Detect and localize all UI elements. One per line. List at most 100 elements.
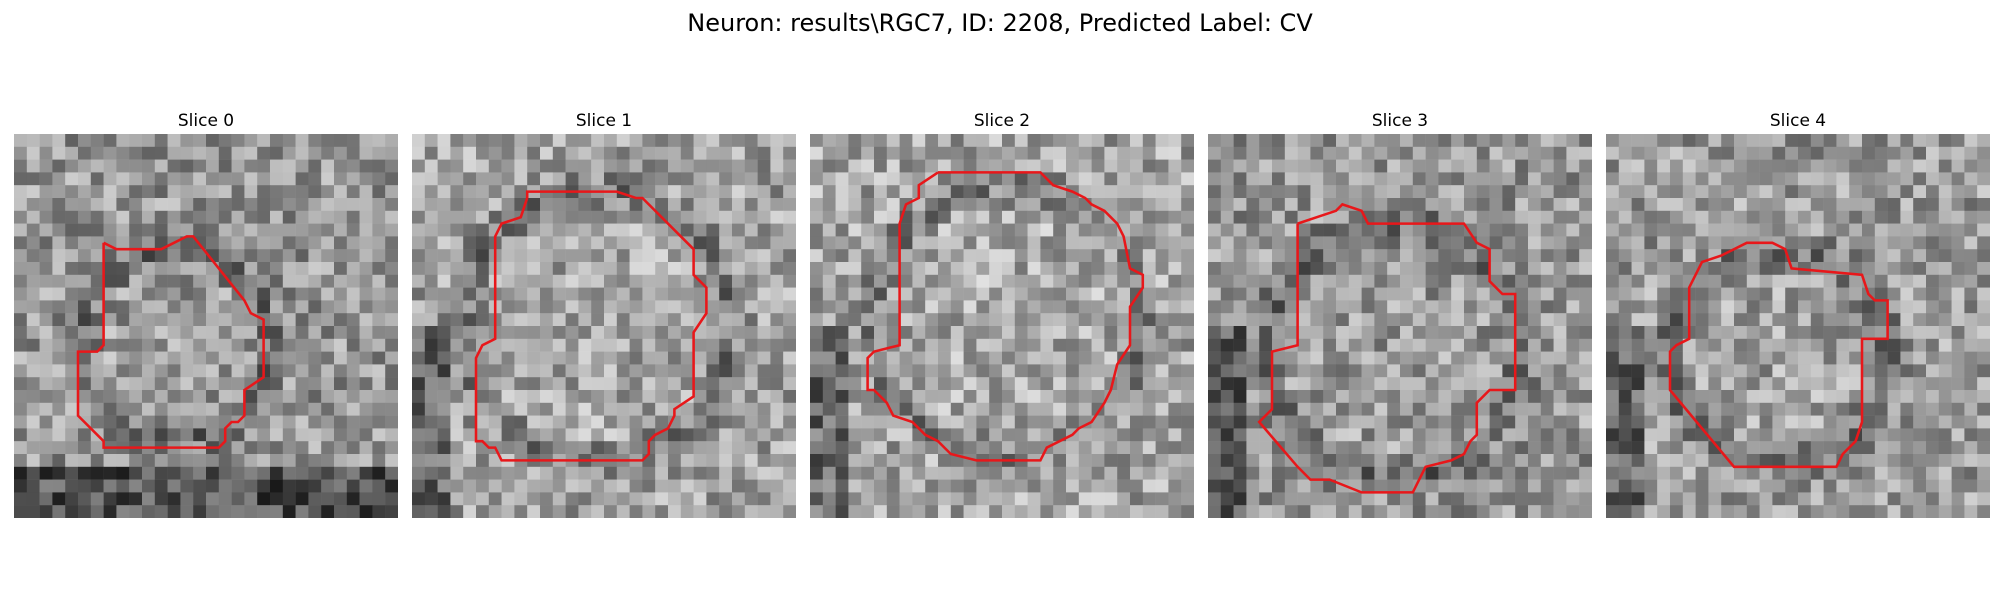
image-pixel bbox=[1220, 313, 1234, 327]
image-pixel bbox=[1785, 492, 1799, 506]
image-pixel bbox=[1374, 479, 1388, 493]
image-pixel bbox=[1066, 466, 1080, 480]
image-pixel bbox=[52, 287, 66, 301]
image-pixel bbox=[1259, 198, 1273, 212]
image-pixel bbox=[1078, 287, 1092, 301]
image-pixel bbox=[103, 210, 117, 224]
image-pixel bbox=[1708, 198, 1722, 212]
image-pixel bbox=[1078, 223, 1092, 237]
image-pixel bbox=[359, 377, 373, 391]
image-pixel bbox=[1631, 428, 1645, 442]
image-pixel bbox=[925, 441, 939, 455]
image-pixel bbox=[385, 492, 398, 506]
image-pixel bbox=[1104, 390, 1118, 404]
image-pixel bbox=[1476, 236, 1490, 250]
image-pixel bbox=[668, 134, 682, 148]
image-pixel bbox=[1618, 159, 1632, 173]
image-pixel bbox=[1657, 313, 1671, 327]
image-pixel bbox=[180, 326, 194, 340]
image-pixel bbox=[129, 454, 143, 468]
image-pixel bbox=[925, 466, 939, 480]
image-pixel bbox=[1027, 479, 1041, 493]
image-pixel bbox=[78, 479, 92, 493]
image-pixel bbox=[1798, 441, 1812, 455]
image-pixel bbox=[578, 249, 592, 263]
image-pixel bbox=[257, 223, 271, 237]
image-pixel bbox=[1772, 402, 1786, 416]
image-pixel bbox=[1220, 441, 1234, 455]
image-pixel bbox=[488, 198, 502, 212]
image-pixel bbox=[810, 454, 824, 468]
image-pixel bbox=[874, 326, 888, 340]
image-pixel bbox=[14, 198, 28, 212]
image-pixel bbox=[1233, 185, 1247, 199]
image-pixel bbox=[1078, 441, 1092, 455]
image-pixel bbox=[1374, 402, 1388, 416]
image-pixel bbox=[706, 262, 720, 276]
image-pixel bbox=[757, 300, 771, 314]
image-pixel bbox=[1631, 454, 1645, 468]
image-pixel bbox=[1913, 390, 1927, 404]
image-pixel bbox=[1208, 134, 1222, 148]
image-pixel bbox=[744, 185, 758, 199]
image-pixel bbox=[810, 210, 824, 224]
image-pixel bbox=[1387, 274, 1401, 288]
image-pixel bbox=[1233, 479, 1247, 493]
image-pixel bbox=[1489, 274, 1503, 288]
image-pixel bbox=[1734, 223, 1748, 237]
image-pixel bbox=[810, 415, 824, 429]
image-pixel bbox=[1823, 210, 1837, 224]
image-pixel bbox=[1014, 326, 1028, 340]
image-pixel bbox=[359, 402, 373, 416]
image-pixel bbox=[218, 364, 232, 378]
image-pixel bbox=[1502, 249, 1516, 263]
image-pixel bbox=[1078, 236, 1092, 250]
image-pixel bbox=[142, 210, 156, 224]
image-pixel bbox=[1259, 300, 1273, 314]
image-pixel bbox=[783, 441, 796, 455]
image-pixel bbox=[732, 505, 746, 518]
image-pixel bbox=[938, 146, 952, 160]
image-pixel bbox=[1515, 441, 1529, 455]
image-pixel bbox=[1220, 390, 1234, 404]
image-pixel bbox=[540, 351, 554, 365]
image-pixel bbox=[835, 402, 849, 416]
image-pixel bbox=[1849, 210, 1863, 224]
image-pixel bbox=[167, 402, 181, 416]
image-pixel bbox=[1670, 402, 1684, 416]
image-pixel bbox=[1926, 364, 1940, 378]
image-pixel bbox=[604, 300, 618, 314]
image-pixel bbox=[668, 274, 682, 288]
image-pixel bbox=[1657, 377, 1671, 391]
image-pixel bbox=[1951, 300, 1965, 314]
image-pixel bbox=[848, 454, 862, 468]
image-pixel bbox=[1746, 364, 1760, 378]
image-pixel bbox=[950, 236, 964, 250]
image-pixel bbox=[1412, 313, 1426, 327]
image-pixel bbox=[321, 415, 335, 429]
image-pixel bbox=[167, 415, 181, 429]
image-pixel bbox=[129, 505, 143, 518]
image-pixel bbox=[1515, 364, 1529, 378]
image-pixel bbox=[1489, 390, 1503, 404]
image-pixel bbox=[527, 274, 541, 288]
image-pixel bbox=[90, 146, 104, 160]
image-pixel bbox=[193, 479, 207, 493]
image-pixel bbox=[437, 377, 451, 391]
image-pixel bbox=[1772, 236, 1786, 250]
image-pixel bbox=[668, 313, 682, 327]
image-pixel bbox=[744, 249, 758, 263]
image-pixel bbox=[719, 428, 733, 442]
image-pixel bbox=[1297, 134, 1311, 148]
image-pixel bbox=[1387, 351, 1401, 365]
image-pixel bbox=[886, 466, 900, 480]
image-pixel bbox=[244, 479, 258, 493]
image-pixel bbox=[1348, 172, 1362, 186]
image-pixel bbox=[1515, 210, 1529, 224]
image-pixel bbox=[270, 274, 284, 288]
image-pixel bbox=[1502, 466, 1516, 480]
image-pixel bbox=[1014, 402, 1028, 416]
image-pixel bbox=[783, 134, 796, 148]
image-pixel bbox=[1246, 210, 1260, 224]
image-pixel bbox=[1220, 326, 1234, 340]
